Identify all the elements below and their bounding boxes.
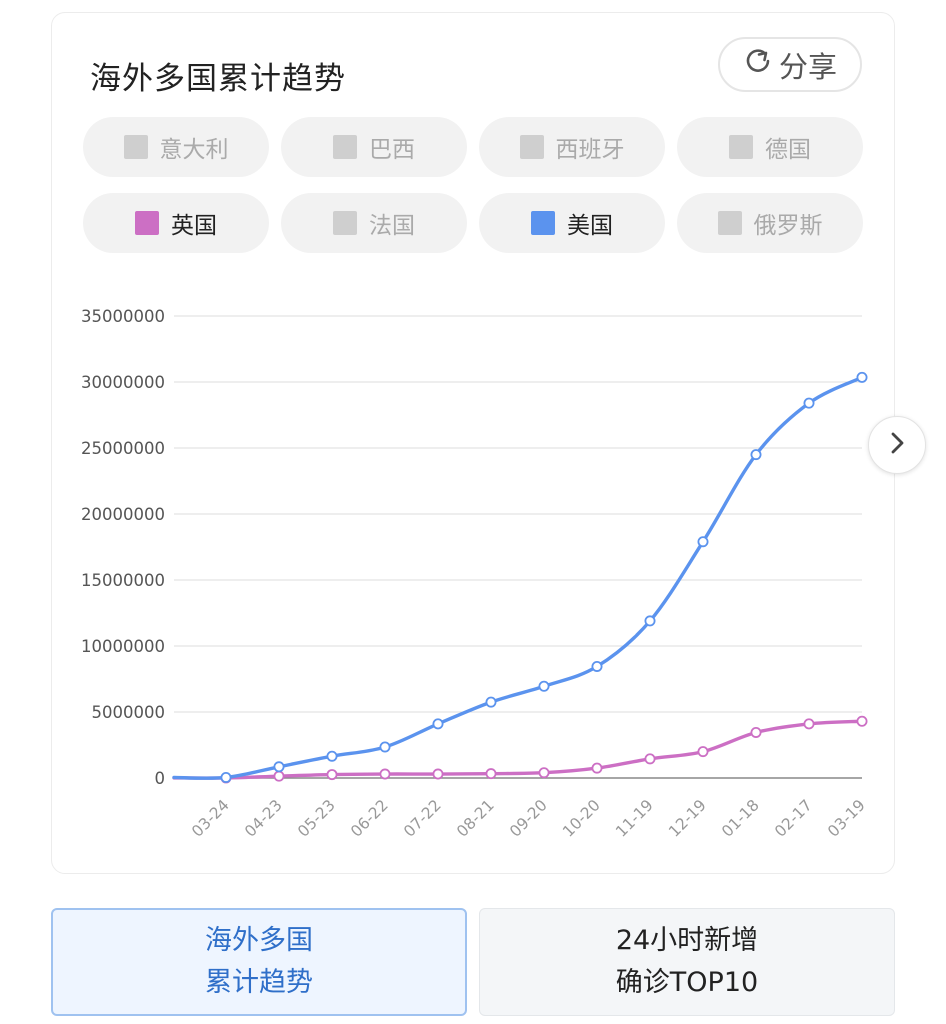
x-tick-label: 03-19	[824, 796, 869, 841]
share-icon	[743, 46, 773, 83]
legend-swatch	[333, 135, 357, 159]
legend-swatch	[333, 211, 357, 235]
data-point	[591, 762, 603, 774]
x-tick-label: 09-20	[506, 796, 551, 841]
legend-swatch	[729, 135, 753, 159]
x-tick-label: 10-20	[559, 796, 604, 841]
tab-cumulative-trend[interactable]: 海外多国 累计趋势	[51, 908, 467, 1016]
data-point	[326, 750, 338, 762]
card-title: 海外多国累计趋势	[90, 61, 346, 97]
legend-label: 俄罗斯	[753, 213, 823, 239]
data-point	[803, 718, 815, 730]
legend-swatch	[123, 135, 148, 159]
legend-italy[interactable]: 意大利	[83, 117, 269, 177]
x-tick-label: 01-18	[718, 796, 763, 841]
y-tick-label: 10000000	[81, 637, 165, 656]
y-tick-label: 5000000	[92, 703, 166, 722]
tab-line2: 累计趋势	[205, 967, 313, 998]
legend-uk[interactable]: 英国	[83, 193, 269, 253]
tab-line1: 24小时新增	[615, 925, 759, 956]
legend-swatch	[531, 211, 555, 235]
legend-swatch	[717, 211, 742, 235]
x-tick-label: 08-21	[453, 796, 498, 841]
y-tick-label: 15000000	[81, 571, 165, 590]
data-point	[644, 615, 656, 627]
data-point	[432, 768, 444, 780]
data-point	[538, 767, 550, 779]
x-tick-label: 05-23	[294, 796, 339, 841]
legend-swatch	[135, 211, 159, 235]
y-tick-label: 25000000	[81, 439, 165, 458]
country-legend: 意大利 巴西 西班牙 德国 英国 法国 美国 俄罗斯	[83, 117, 865, 253]
x-tick-label: 11-19	[612, 796, 657, 841]
data-point	[591, 660, 603, 672]
data-point	[379, 741, 391, 753]
trend-chart: 0 5000000 10000000 15000000 20000000 25000000…	[81, 307, 869, 841]
data-point	[697, 746, 709, 758]
y-tick-label: 35000000	[81, 307, 165, 326]
data-point	[485, 768, 497, 780]
legend-swatch	[519, 135, 544, 159]
data-point	[220, 771, 232, 783]
series-line	[172, 375, 864, 780]
data-point	[803, 397, 815, 409]
x-tick-label: 12-19	[665, 796, 710, 841]
data-point	[644, 753, 656, 765]
data-point	[326, 769, 338, 781]
legend-brazil[interactable]: 巴西	[281, 117, 467, 177]
share-button[interactable]: 分享	[718, 37, 862, 92]
tab-line2: 确诊TOP10	[615, 967, 759, 998]
legend-label: 美国	[567, 213, 613, 239]
x-tick-label: 06-22	[347, 796, 392, 841]
legend-label: 意大利	[159, 137, 229, 163]
data-point	[538, 680, 550, 692]
data-point	[697, 536, 709, 548]
trend-card: 海外多国累计趋势 分享 意大利 巴西 西班牙 德国 英国 法国 美国 俄罗斯	[51, 12, 895, 874]
next-chart-button[interactable]	[868, 416, 926, 474]
x-tick-label: 07-22	[400, 796, 445, 841]
tab-line1: 海外多国	[205, 925, 313, 956]
data-point	[856, 715, 868, 727]
data-point	[432, 718, 444, 730]
data-point	[379, 768, 391, 780]
legend-spain[interactable]: 西班牙	[479, 117, 665, 177]
tab-top10-new[interactable]: 24小时新增 确诊TOP10	[479, 908, 895, 1016]
legend-label: 巴西	[369, 137, 415, 163]
y-tick-label: 0	[155, 769, 166, 788]
y-tick-label: 30000000	[81, 373, 165, 392]
share-label: 分享	[778, 49, 837, 84]
x-tick-label: 03-24	[188, 796, 233, 841]
legend-germany[interactable]: 德国	[677, 117, 863, 177]
chevron-right-icon	[886, 430, 908, 460]
data-point	[750, 449, 762, 461]
data-point	[273, 770, 285, 782]
x-tick-label: 04-23	[241, 796, 286, 841]
data-point	[856, 371, 868, 383]
x-tick-label: 02-17	[771, 796, 816, 841]
legend-france[interactable]: 法国	[281, 193, 467, 253]
y-tick-label: 20000000	[81, 505, 165, 524]
legend-usa[interactable]: 美国	[479, 193, 665, 253]
data-point	[750, 726, 762, 738]
legend-label: 法国	[369, 213, 415, 239]
legend-russia[interactable]: 俄罗斯	[677, 193, 863, 253]
legend-label: 西班牙	[555, 137, 625, 163]
legend-label: 英国	[171, 213, 217, 239]
data-point	[273, 761, 285, 773]
data-point	[485, 696, 497, 708]
legend-label: 德国	[765, 137, 811, 163]
